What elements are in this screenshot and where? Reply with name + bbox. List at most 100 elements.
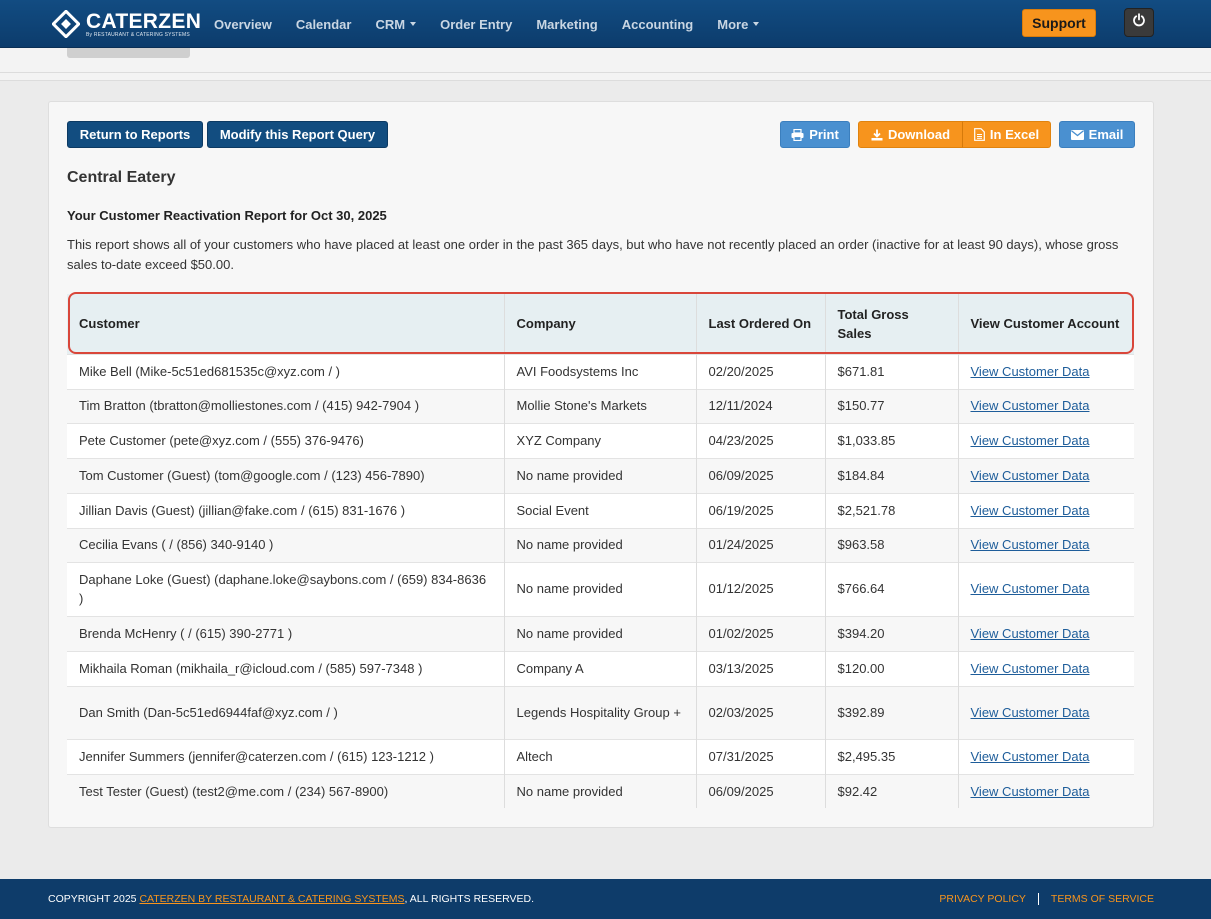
excel-button[interactable]: In Excel [962,121,1051,148]
footer-divider [1037,893,1039,905]
cell-company: Legends Hospitality Group + [504,685,697,739]
nav-accounting[interactable]: Accounting [622,17,694,32]
cell-last-ordered: 03/13/2025 [696,650,826,686]
print-button[interactable]: Print [780,121,850,148]
view-customer-data-link[interactable]: View Customer Data [970,363,1090,379]
table-row: Daphane Loke (Guest) (daphane.loke@saybo… [67,561,1134,616]
cell-total: $150.77 [825,388,959,423]
cell-total: $92.42 [825,773,959,808]
cell-last-ordered: 02/03/2025 [696,685,826,739]
terms-of-service-link[interactable]: TERMS OF SERVICE [1050,893,1154,905]
brand-name: CATERZEN [86,9,202,33]
caterzen-logo-icon [51,9,81,39]
column-header-customer[interactable]: Customer [67,294,505,354]
view-customer-data-link[interactable]: View Customer Data [970,398,1090,414]
cell-company: Altech [504,738,697,774]
print-icon [791,128,804,141]
table-row: Brenda McHenry ( / (615) 390-2771 ) No n… [67,615,1134,651]
table-row: Mikhaila Roman (mikhaila_r@icloud.com / … [67,650,1134,686]
nav-crm[interactable]: CRM [375,16,417,32]
table-row: Test Tester (Guest) (test2@me.com / (234… [67,773,1134,808]
cell-customer: Daphane Loke (Guest) (daphane.loke@saybo… [67,561,505,616]
cell-customer: Jennifer Summers (jennifer@caterzen.com … [67,738,505,774]
envelope-icon [1070,129,1084,140]
report-description: This report shows all of your customers … [67,237,1119,272]
cell-customer: Tom Customer (Guest) (tom@google.com / (… [67,457,505,493]
cell-last-ordered: 02/20/2025 [696,353,826,389]
table-row: Pete Customer (pete@xyz.com / (555) 376-… [67,422,1134,458]
view-customer-data-link[interactable]: View Customer Data [970,581,1090,597]
main-nav: Overview Calendar CRM Order Entry Market… [214,0,783,48]
cell-customer: Mike Bell (Mike-5c51ed681535c@xyz.com / … [67,353,505,389]
table-row: Tom Customer (Guest) (tom@google.com / (… [67,457,1134,493]
cell-customer: Mikhaila Roman (mikhaila_r@icloud.com / … [67,650,505,686]
cell-last-ordered: 06/19/2025 [696,492,826,528]
view-customer-data-link[interactable]: View Customer Data [970,432,1090,448]
view-customer-data-link[interactable]: View Customer Data [970,748,1090,764]
company-name: Central Eatery [67,169,176,186]
nav-label: Order Entry [440,16,513,32]
cell-total: $184.84 [825,457,959,493]
download-button[interactable]: Download [858,121,963,148]
caterzen-logo[interactable]: CATERZEN By RESTAURANT & CATERING SYSTEM… [51,9,202,39]
modify-report-query-button[interactable]: Modify this Report Query [207,121,388,148]
cell-customer: Jillian Davis (Guest) (jillian@fake.com … [67,492,505,528]
view-customer-data-link[interactable]: View Customer Data [970,660,1090,676]
cell-company: No name provided [504,773,697,808]
view-customer-data-link[interactable]: View Customer Data [970,783,1090,799]
cell-customer: Test Tester (Guest) (test2@me.com / (234… [67,773,505,808]
return-to-reports-button[interactable]: Return to Reports [67,121,203,148]
copyright-suffix: , ALL RIGHTS RESERVED. [404,893,535,905]
cell-last-ordered: 01/12/2025 [696,561,826,616]
column-header-total-gross-sales[interactable]: Total Gross Sales [825,294,959,354]
nav-marketing[interactable]: Marketing [536,17,597,32]
cell-last-ordered: 12/11/2024 [696,388,826,423]
view-customer-data-link[interactable]: View Customer Data [970,625,1090,641]
cell-total: $963.58 [825,527,959,562]
column-header-company[interactable]: Company [504,294,697,354]
view-customer-data-link[interactable]: View Customer Data [970,467,1090,483]
view-customer-data-link[interactable]: View Customer Data [970,704,1090,720]
nav-overview[interactable]: Overview [214,17,272,32]
nav-order-entry[interactable]: Order Entry [440,17,512,32]
report-panel: Return to Reports Modify this Report Que… [48,101,1154,828]
privacy-policy-link[interactable]: PRIVACY POLICY [939,893,1026,905]
cell-customer: Dan Smith (Dan-5c51ed6944faf@xyz.com / ) [67,685,505,739]
cell-company: No name provided [504,615,697,651]
cell-total: $120.00 [825,650,959,686]
nav-more[interactable]: More [717,17,760,32]
column-header-view-account: View Customer Account [958,294,1134,354]
cell-total: $2,521.78 [825,492,959,528]
view-customer-data-link[interactable]: View Customer Data [970,537,1090,553]
cell-customer: Cecilia Evans ( / (856) 340-9140 ) [67,527,505,562]
cell-total: $2,495.35 [825,738,959,774]
table-header-row: Customer Company Last Ordered On Total G… [67,294,1134,354]
nav-calendar[interactable]: Calendar [296,17,352,32]
table-row: Tim Bratton (tbratton@molliestones.com /… [67,388,1134,423]
table-row: Jennifer Summers (jennifer@caterzen.com … [67,738,1134,774]
cell-company: No name provided [504,457,697,493]
cell-company: AVI Foodsystems Inc [504,353,697,389]
report-title: Your Customer Reactivation Report for Oc… [67,208,387,223]
brand-tagline: By RESTAURANT & CATERING SYSTEMS [86,31,190,38]
cell-customer: Tim Bratton (tbratton@molliestones.com /… [67,388,505,423]
nav-label: Accounting [621,16,694,32]
nav-label: Overview [214,16,272,32]
cell-company: Social Event [504,492,697,528]
cell-last-ordered: 04/23/2025 [696,422,826,458]
caret-down-icon [753,22,760,26]
download-label: Download [887,127,951,142]
column-header-last-ordered[interactable]: Last Ordered On [696,294,826,354]
logout-button[interactable] [1124,8,1154,37]
view-customer-data-link[interactable]: View Customer Data [970,502,1090,518]
nav-label: CRM [375,16,406,32]
email-button[interactable]: Email [1059,121,1135,148]
company-link[interactable]: CATERZEN BY RESTAURANT & CATERING SYSTEM… [139,893,405,905]
cell-customer: Pete Customer (pete@xyz.com / (555) 376-… [67,422,505,458]
reactivation-table: Customer Company Last Ordered On Total G… [67,294,1134,808]
support-button[interactable]: Support [1022,9,1096,37]
cell-last-ordered: 01/24/2025 [696,527,826,562]
power-icon [1132,13,1146,32]
email-label: Email [1088,127,1124,142]
sub-header-stripe [0,48,1211,81]
